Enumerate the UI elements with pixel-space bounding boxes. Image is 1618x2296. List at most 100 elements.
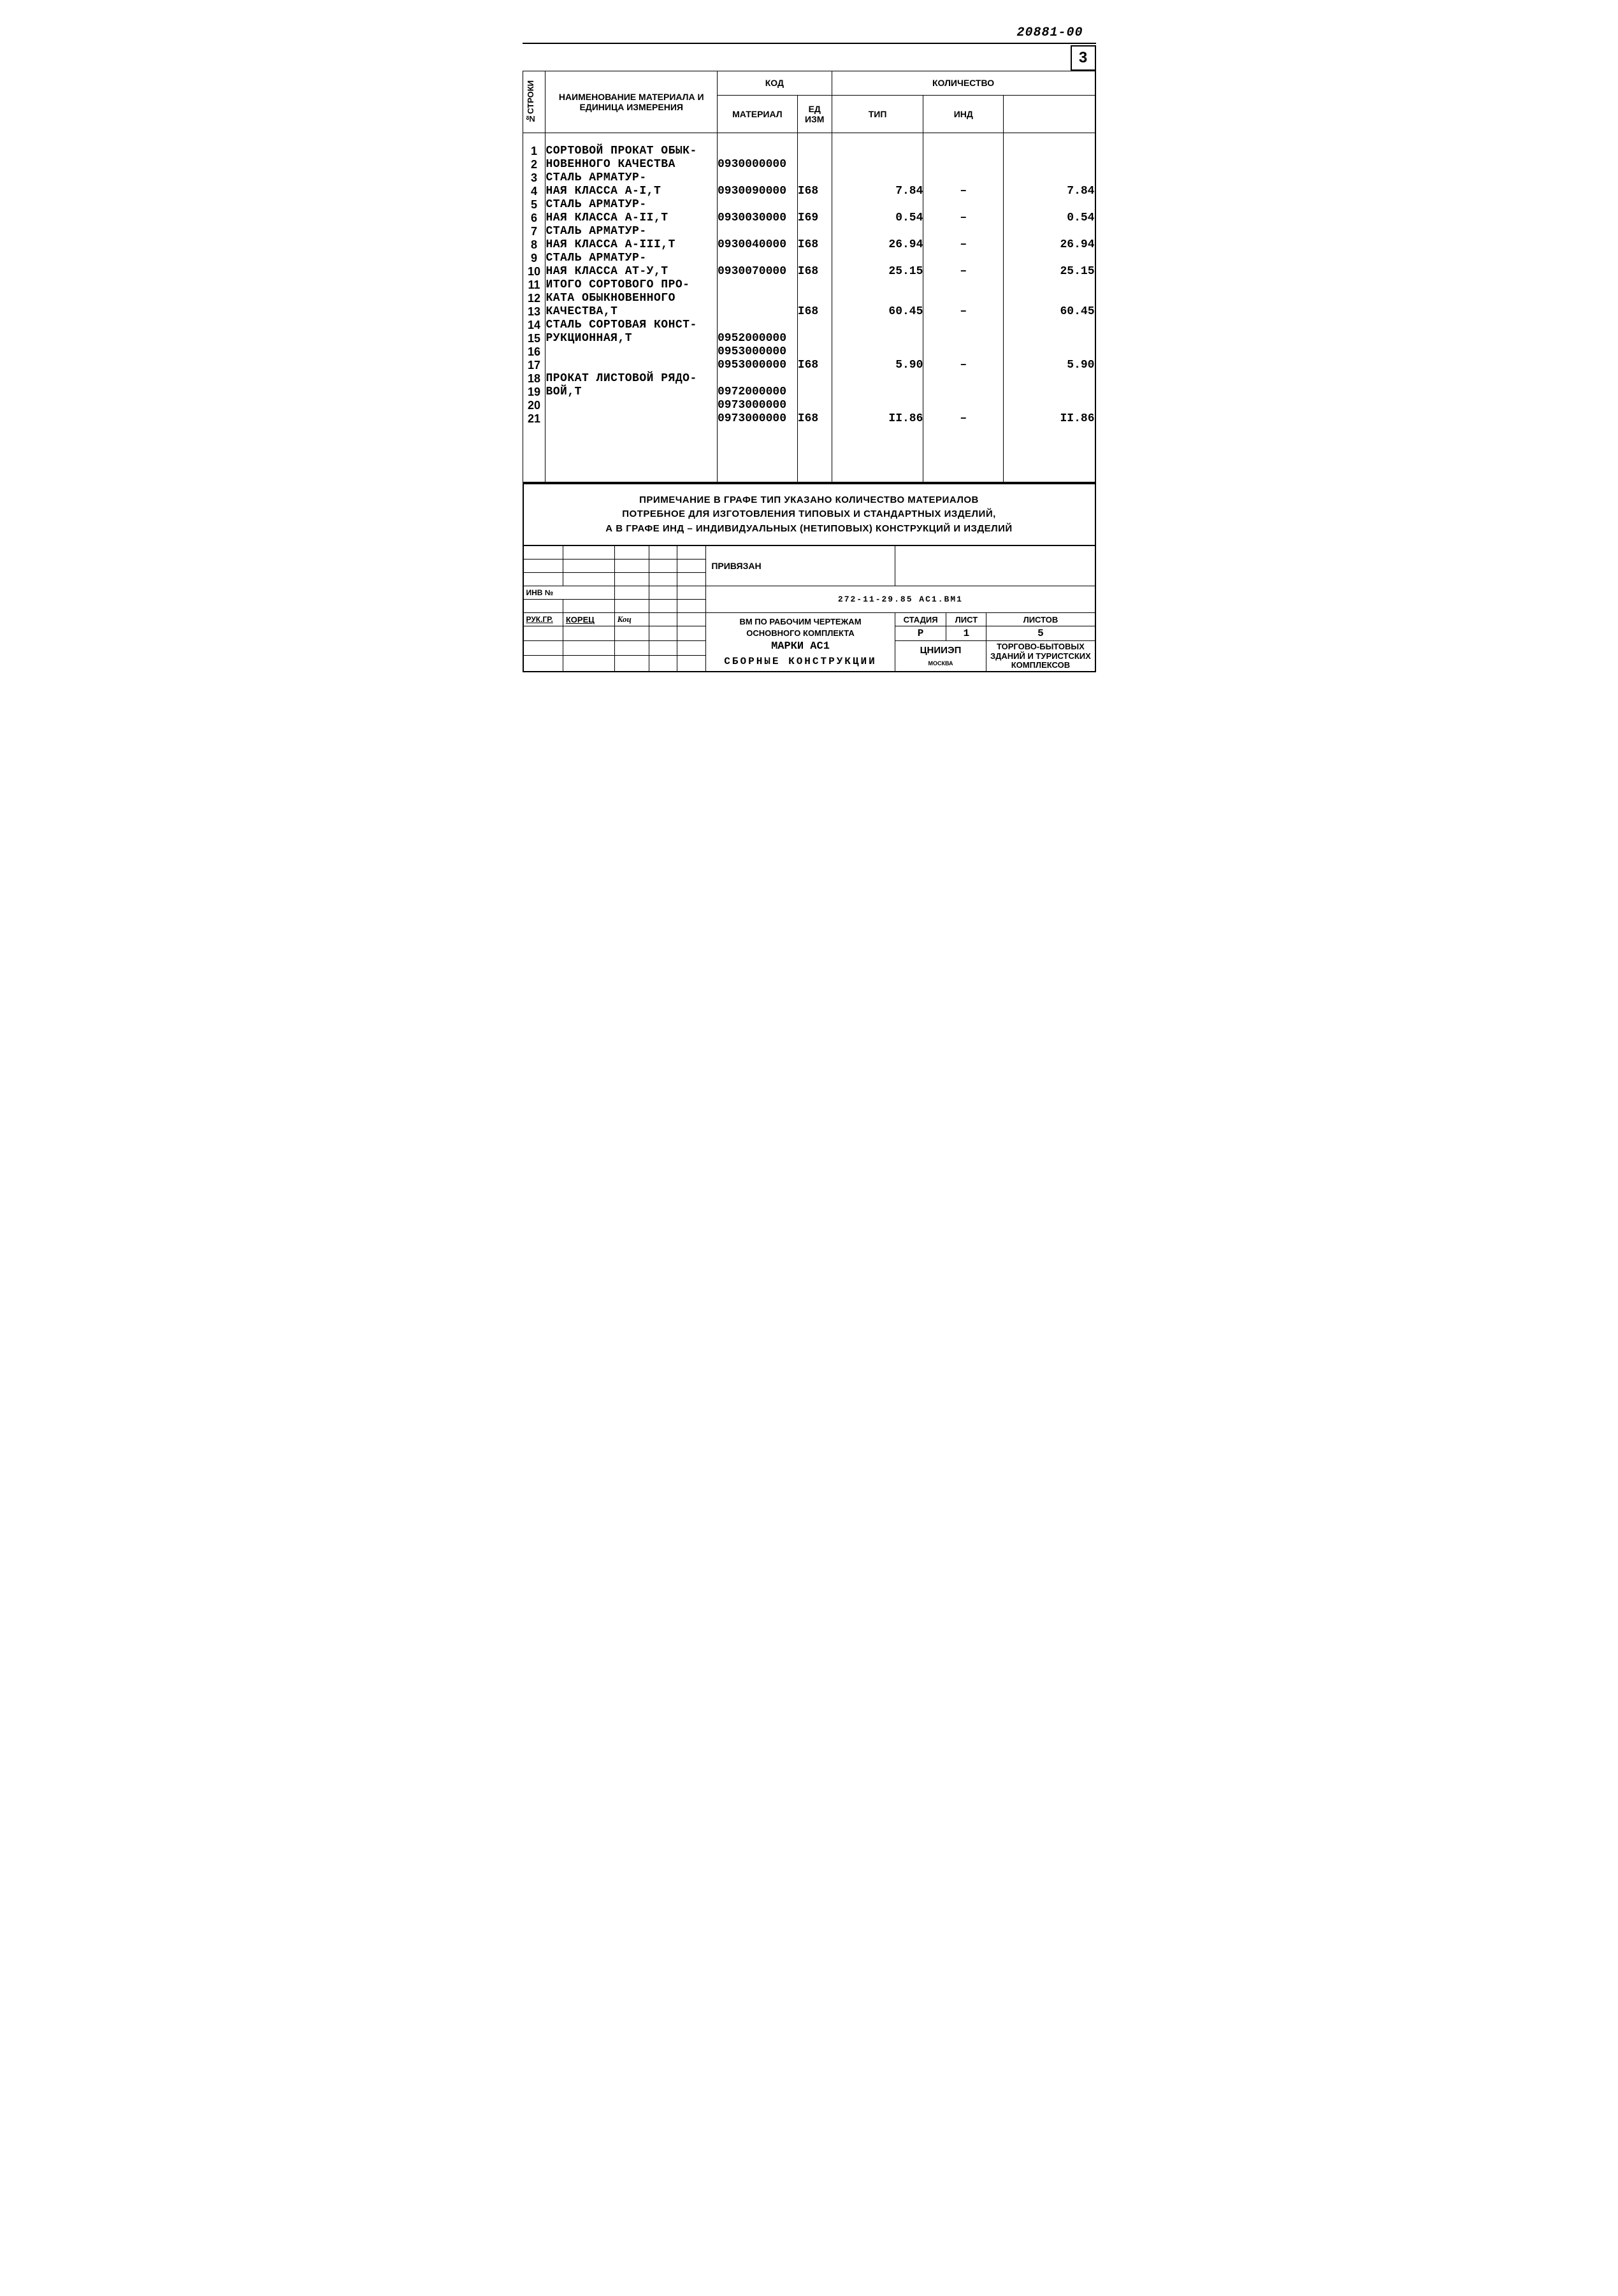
qty-tip: 5.90 [832, 359, 923, 372]
table-row: 9СТАЛЬ АРМАТУР- [523, 252, 1095, 265]
row-number: 1 [523, 133, 545, 158]
material-code [717, 278, 797, 292]
material-code: 0930000000 [717, 158, 797, 171]
qty-ind [923, 345, 1004, 359]
tb-privyaz: ПРИВЯЗАН [706, 545, 895, 586]
table-row: 14СТАЛЬ СОРТОВАЯ КОНСТ- [523, 319, 1095, 332]
unit-code: I69 [797, 212, 832, 225]
qty-total [1004, 399, 1095, 412]
unit-code [797, 252, 832, 265]
qty-total [1004, 225, 1095, 238]
row-number: 11 [523, 278, 545, 292]
qty-total [1004, 332, 1095, 345]
unit-code [797, 345, 832, 359]
material-name: НАЯ КЛАССА А-III,Т [545, 238, 718, 252]
qty-tip [832, 399, 923, 412]
col-material: МАТЕРИАЛ [717, 95, 797, 133]
qty-total [1004, 252, 1095, 265]
qty-total: 7.84 [1004, 185, 1095, 198]
tb-org2: ТОРГОВО-БЫТОВЫХ ЗДАНИЙ И ТУРИСТСКИХ КОМП… [986, 641, 1095, 672]
drawing-number: 272-11-29.85 АС1.ВМ1 [706, 586, 1095, 613]
tb-stadiya-h: СТАДИЯ [895, 613, 946, 626]
unit-code [797, 198, 832, 212]
qty-ind [923, 158, 1004, 171]
material-name: ВОЙ,Т [545, 386, 718, 399]
qty-total: 5.90 [1004, 359, 1095, 372]
qty-ind [923, 332, 1004, 345]
row-number: 10 [523, 265, 545, 278]
tb-list: 1 [946, 626, 986, 641]
table-row: 11ИТОГО СОРТОВОГО ПРО- [523, 278, 1095, 292]
material-code [717, 133, 797, 158]
table-row: 5СТАЛЬ АРМАТУР- [523, 198, 1095, 212]
row-number: 15 [523, 332, 545, 345]
material-name [545, 345, 718, 359]
qty-total [1004, 278, 1095, 292]
qty-total [1004, 345, 1095, 359]
unit-code [797, 292, 832, 305]
material-name: НАЯ КЛАССА А-I,Т [545, 185, 718, 198]
qty-tip [832, 386, 923, 399]
table-row: 170953000000I685.90–5.90 [523, 359, 1095, 372]
material-code: 0952000000 [717, 332, 797, 345]
col-total [1004, 95, 1095, 133]
row-number: 5 [523, 198, 545, 212]
unit-code [797, 372, 832, 386]
tb-inv: ИНВ № [523, 586, 615, 600]
tb-org: ЦНИИЭП МОСКВА [895, 641, 986, 672]
material-name [545, 399, 718, 412]
material-code: 0930090000 [717, 185, 797, 198]
qty-ind [923, 386, 1004, 399]
material-code [717, 305, 797, 319]
unit-code [797, 171, 832, 185]
row-number: 3 [523, 171, 545, 185]
table-row: 12КАТА ОБЫКНОВЕННОГО [523, 292, 1095, 305]
tb-role: РУК.ГР. [523, 613, 563, 626]
unit-code [797, 225, 832, 238]
col-code: КОД [717, 71, 832, 96]
material-name: КАЧЕСТВА,Т [545, 305, 718, 319]
tb-list-h: ЛИСТ [946, 613, 986, 626]
qty-ind: – [923, 238, 1004, 252]
material-name: РУКЦИОННАЯ,Т [545, 332, 718, 345]
table-row: 2НОВЕННОГО КАЧЕСТВА0930000000 [523, 158, 1095, 171]
table-row: 13КАЧЕСТВА,ТI6860.45–60.45 [523, 305, 1095, 319]
document-number: 20881-00 [523, 25, 1096, 40]
qty-tip [832, 345, 923, 359]
qty-ind [923, 198, 1004, 212]
material-code [717, 372, 797, 386]
qty-tip [832, 171, 923, 185]
material-code: 0953000000 [717, 359, 797, 372]
material-name: КАТА ОБЫКНОВЕННОГО [545, 292, 718, 305]
tb-surname: КОРЕЦ [563, 613, 614, 626]
qty-total [1004, 319, 1095, 332]
material-name: СТАЛЬ АРМАТУР- [545, 252, 718, 265]
material-code [717, 198, 797, 212]
unit-code: I68 [797, 359, 832, 372]
table-row: 10НАЯ КЛАССА АТ-У,Т0930070000I6825.15–25… [523, 265, 1095, 278]
qty-ind [923, 372, 1004, 386]
row-number: 9 [523, 252, 545, 265]
unit-code [797, 332, 832, 345]
row-number: 7 [523, 225, 545, 238]
material-code: 0930070000 [717, 265, 797, 278]
unit-code: I68 [797, 265, 832, 278]
tb-description: ВМ ПО РАБОЧИМ ЧЕРТЕЖАМ ОСНОВНОГО КОМПЛЕК… [706, 613, 895, 672]
qty-ind [923, 225, 1004, 238]
qty-tip: 25.15 [832, 265, 923, 278]
row-number: 20 [523, 399, 545, 412]
qty-tip [832, 252, 923, 265]
qty-total [1004, 171, 1095, 185]
qty-ind: – [923, 212, 1004, 225]
material-code: 0973000000 [717, 399, 797, 412]
row-number: 8 [523, 238, 545, 252]
qty-tip [832, 292, 923, 305]
col-qty: КОЛИЧЕСТВО [832, 71, 1095, 96]
material-code: 0930040000 [717, 238, 797, 252]
qty-total [1004, 158, 1095, 171]
qty-tip: II.86 [832, 412, 923, 426]
tb-listov: 5 [986, 626, 1095, 641]
col-tip: ТИП [832, 95, 923, 133]
row-number: 12 [523, 292, 545, 305]
material-code [717, 171, 797, 185]
